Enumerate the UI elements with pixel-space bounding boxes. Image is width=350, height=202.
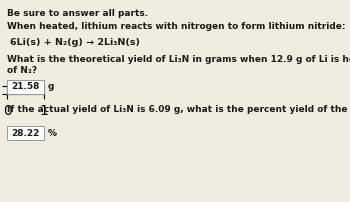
- Text: When heated, lithium reacts with nitrogen to form lithium nitride:: When heated, lithium reacts with nitroge…: [7, 22, 345, 31]
- Text: 6Li(s) + N₂(g) → 2Li₃N(s): 6Li(s) + N₂(g) → 2Li₃N(s): [10, 38, 140, 47]
- Text: 21.58: 21.58: [11, 82, 40, 92]
- Text: If the actual yield of Li₃N is 6.09 g, what is the percent yield of the reaction: If the actual yield of Li₃N is 6.09 g, w…: [7, 105, 350, 114]
- Text: What is the theoretical yield of Li₃N in grams when 12.9 g of Li is heated with : What is the theoretical yield of Li₃N in…: [7, 55, 350, 64]
- Text: 28.22: 28.22: [11, 128, 40, 138]
- Text: Be sure to answer all parts.: Be sure to answer all parts.: [7, 9, 148, 18]
- Text: g: g: [48, 82, 54, 92]
- Text: %: %: [48, 128, 57, 138]
- Text: of N₂?: of N₂?: [7, 66, 37, 75]
